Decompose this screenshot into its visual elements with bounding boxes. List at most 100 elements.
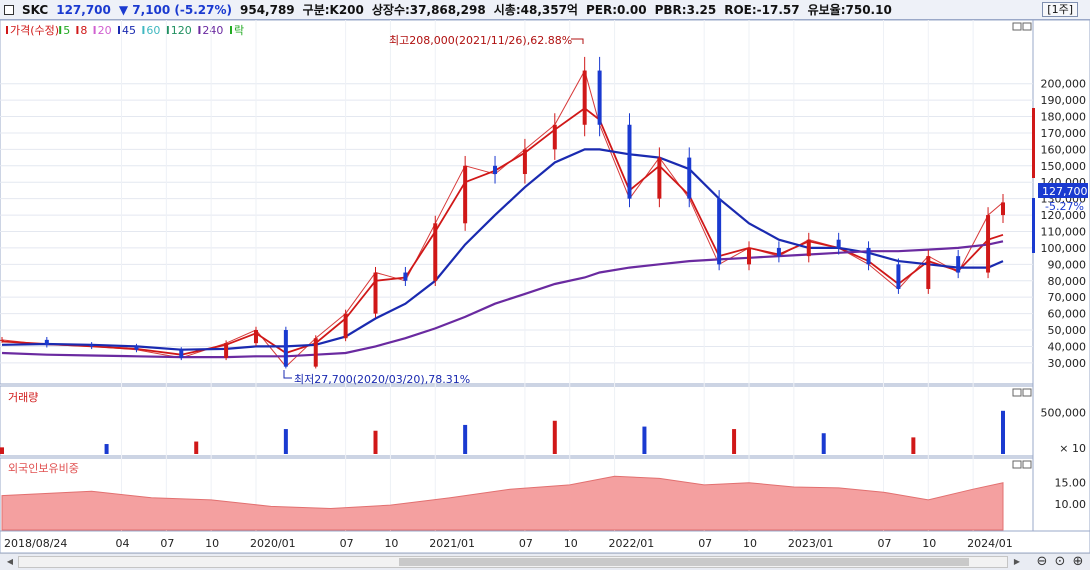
price-tick-label: 90,000 xyxy=(1048,258,1087,271)
price-grid xyxy=(0,20,1033,531)
pane-minimize-icon[interactable] xyxy=(1012,460,1022,469)
high-arrow-icon xyxy=(571,38,584,44)
last-price-label: 127,700 xyxy=(1042,185,1088,198)
period-button[interactable]: [1주] xyxy=(1042,2,1078,17)
volume-bar xyxy=(283,429,288,454)
pbr-text: PBR:3.25 xyxy=(654,2,717,17)
series-line-240 xyxy=(1,240,1004,359)
time-tick-label: 07 xyxy=(340,537,354,550)
last-change-label: -5.27% xyxy=(1045,200,1084,213)
legend-label: 8 xyxy=(80,24,87,37)
high-annotation: 최고208,000(2021/11/26),62.88% xyxy=(389,34,572,47)
candles xyxy=(0,56,1005,369)
scroll-right-icon[interactable]: ▶ xyxy=(1013,557,1021,566)
right-axis-panel xyxy=(1032,20,1090,532)
legend-label: 240 xyxy=(202,24,223,37)
stock-select-checkbox[interactable] xyxy=(4,4,14,15)
time-tick-label: 07 xyxy=(519,537,533,550)
candle-body xyxy=(926,256,931,289)
price-tick-label: 50,000 xyxy=(1048,324,1087,337)
time-tick-label: 07 xyxy=(698,537,712,550)
foreign-tick-label: 10.00 xyxy=(1055,498,1087,511)
foreign-axis: 10.00 15.00 xyxy=(1055,477,1087,511)
roe-text: ROE:-17.57 xyxy=(724,2,800,17)
horizontal-scrollbar[interactable] xyxy=(18,556,1008,568)
volume-axis: 500,000 × 10 xyxy=(1041,406,1087,455)
time-tick-label: 10 xyxy=(564,537,578,550)
volume-bar xyxy=(642,426,647,454)
time-tick-label: 2021/01 xyxy=(429,537,475,550)
time-tick-label: 10 xyxy=(205,537,219,550)
pane-control-icons xyxy=(1012,22,1032,469)
candle-body xyxy=(552,124,557,150)
legend-label: 락 xyxy=(234,24,244,37)
candle-body xyxy=(403,272,408,281)
candle-body xyxy=(134,346,139,350)
candle-body xyxy=(806,239,811,257)
foreign-area xyxy=(1,475,1004,531)
candle-body xyxy=(597,70,602,125)
low-arrow-icon xyxy=(283,370,292,379)
price-tick-label: 70,000 xyxy=(1048,291,1087,304)
time-tick-label: 2018/08/24 xyxy=(4,537,67,550)
volume-bar xyxy=(194,441,199,454)
volume-bar xyxy=(0,447,4,454)
candle-body xyxy=(224,343,229,358)
time-tick-label: 2020/01 xyxy=(250,537,296,550)
time-tick-label: 10 xyxy=(922,537,936,550)
scroll-thumb[interactable] xyxy=(399,558,969,566)
time-tick-label: 07 xyxy=(160,537,174,550)
price-tick-label: 190,000 xyxy=(1041,94,1087,107)
legend-swatch xyxy=(198,26,201,34)
candle-body xyxy=(89,344,94,347)
time-axis: 2018/08/24 04 07 10 2020/01 07 10 2021/01 07 10 20… xyxy=(4,537,1013,550)
time-tick-label: 2022/01 xyxy=(609,537,655,550)
candle-body xyxy=(313,338,318,367)
legend-swatch xyxy=(59,26,62,34)
price-tick-label: 200,000 xyxy=(1041,78,1087,91)
candle-body xyxy=(866,247,871,265)
volume-bar xyxy=(552,420,557,454)
foreign-tick-label: 15.00 xyxy=(1055,477,1087,490)
bottom-scroll-bar: ◀ ▶ ⊖ ⊙ ⊕ xyxy=(0,553,1090,570)
price-pane xyxy=(0,20,1034,385)
time-tick-label: 07 xyxy=(877,537,891,550)
volume-bar xyxy=(104,444,109,454)
time-tick-label: 2023/01 xyxy=(788,537,834,550)
last-price-marker xyxy=(1038,183,1088,198)
candle-body xyxy=(179,349,184,358)
candle-body xyxy=(1001,202,1005,216)
scroll-left-icon[interactable]: ◀ xyxy=(6,557,14,566)
candle-body xyxy=(373,272,378,314)
pane-close-icon[interactable] xyxy=(1022,388,1032,397)
pane-minimize-icon[interactable] xyxy=(1012,22,1022,31)
legend-swatch xyxy=(6,26,8,34)
zoom-reset-icon[interactable]: ⊙ xyxy=(1054,554,1066,569)
zoom-in-icon[interactable]: ⊕ xyxy=(1072,554,1084,569)
foreign-legend: 외국인보유비중 xyxy=(8,462,79,475)
candle-body xyxy=(657,157,662,199)
stock-name[interactable]: SKC xyxy=(22,2,49,17)
candle-body xyxy=(433,223,438,281)
segment-text: 구분:K200 xyxy=(302,3,364,17)
zoom-out-icon[interactable]: ⊖ xyxy=(1036,554,1048,569)
pane-close-icon[interactable] xyxy=(1022,22,1032,31)
price-tick-label: 120,000 xyxy=(1041,209,1087,222)
candle-body xyxy=(627,124,632,199)
candle-body xyxy=(463,165,468,224)
price-tick-label: 30,000 xyxy=(1048,357,1087,370)
price-legend: 가격(수정) 5 8 20 45 60 120 240 락 xyxy=(6,24,244,37)
volume-pane xyxy=(0,385,1034,457)
legend-label: 45 xyxy=(122,24,136,37)
price-range-bar-high xyxy=(1032,108,1035,178)
current-price: 127,700 xyxy=(56,2,111,17)
pane-close-icon[interactable] xyxy=(1022,460,1032,469)
price-change: ▼ 7,100 (-5.27%) xyxy=(118,2,232,17)
price-tick-label: 110,000 xyxy=(1041,225,1087,238)
candle-body xyxy=(717,198,722,265)
legend-swatch xyxy=(76,26,79,34)
chart-canvas[interactable]: 가격(수정) 5 8 20 45 60 120 240 락 거래량 외국인보유비중 30,000… xyxy=(0,20,1090,553)
candle-body xyxy=(896,264,901,289)
pane-minimize-icon[interactable] xyxy=(1012,388,1022,397)
